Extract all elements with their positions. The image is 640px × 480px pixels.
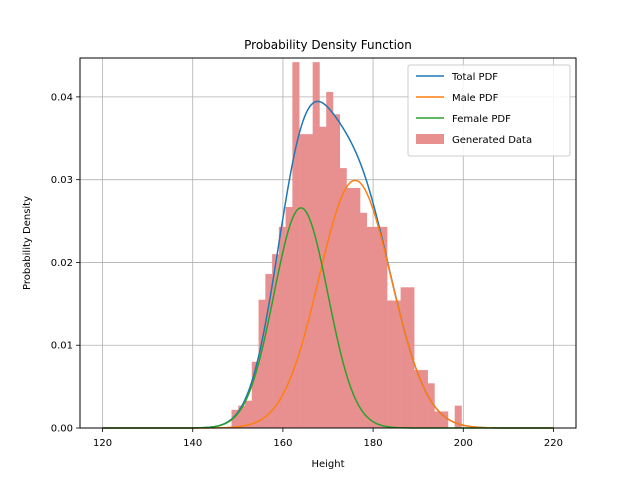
histogram-bar <box>441 411 449 428</box>
legend: Total PDF Male PDF Female PDF Generated Dat… <box>407 64 571 157</box>
histogram-bar <box>258 299 266 428</box>
x-tick-label: 120 <box>93 438 112 449</box>
histogram-bar <box>414 370 422 428</box>
histogram-bar <box>272 254 280 428</box>
y-tick-label: 0.03 <box>51 175 73 186</box>
histogram-bar <box>407 287 415 428</box>
y-tick-label: 0.04 <box>51 92 73 103</box>
histogram-bar <box>360 212 368 428</box>
histogram-bar <box>346 187 354 428</box>
legend-box <box>407 64 571 157</box>
x-tick-label: 220 <box>544 438 563 449</box>
histogram-bar <box>353 187 361 428</box>
histogram-bar <box>387 300 395 428</box>
y-tick-label: 0.02 <box>51 258 73 269</box>
x-tick-label: 140 <box>183 438 202 449</box>
histogram-bar <box>292 62 300 428</box>
histogram-bar <box>278 226 286 428</box>
histogram-bar <box>380 226 388 428</box>
x-tick-label: 180 <box>364 438 383 449</box>
histogram-bar <box>420 370 428 428</box>
histogram-bar <box>454 405 462 428</box>
plot-frame <box>79 57 577 429</box>
legend-patch-marker <box>416 134 444 144</box>
histogram-bar <box>400 287 408 428</box>
axis-ticks: 120 140 160 180 200 220 0.00 0.01 0.02 0.03 0.04 <box>51 92 563 449</box>
x-tick-label: 160 <box>273 438 292 449</box>
histogram-bar <box>373 226 381 428</box>
histogram-bar <box>339 168 347 429</box>
histogram-bar <box>312 62 320 428</box>
histogram-bar <box>238 405 246 428</box>
histogram-bar <box>251 361 259 428</box>
histogram-bar <box>245 400 253 428</box>
chart-title: Probability Density Function <box>244 38 412 52</box>
y-tick-label: 0.01 <box>51 341 73 352</box>
histogram-bar <box>326 91 334 428</box>
x-axis-label: Height <box>311 459 344 470</box>
legend-entry-label: Total PDF <box>451 72 498 83</box>
y-axis-label: Probability Density <box>22 196 33 290</box>
histogram-bars <box>231 62 462 429</box>
legend-entry-label: Generated Data <box>452 135 532 146</box>
y-tick-label: 0.00 <box>51 424 73 435</box>
legend-entry-label: Female PDF <box>452 114 511 125</box>
histogram-bar <box>366 226 374 428</box>
histogram-bar <box>393 300 401 428</box>
histogram-bar <box>332 114 341 429</box>
histogram-bar <box>319 126 327 429</box>
histogram-bar <box>299 134 307 428</box>
x-tick-label: 200 <box>454 438 473 449</box>
legend-entry-label: Male PDF <box>452 93 499 104</box>
histogram-bar <box>427 383 435 428</box>
histogram-bar <box>305 134 313 428</box>
histogram-bar <box>434 411 442 428</box>
histogram-bar <box>265 274 273 428</box>
histogram-bar <box>231 409 239 428</box>
histogram-bar <box>285 206 293 428</box>
